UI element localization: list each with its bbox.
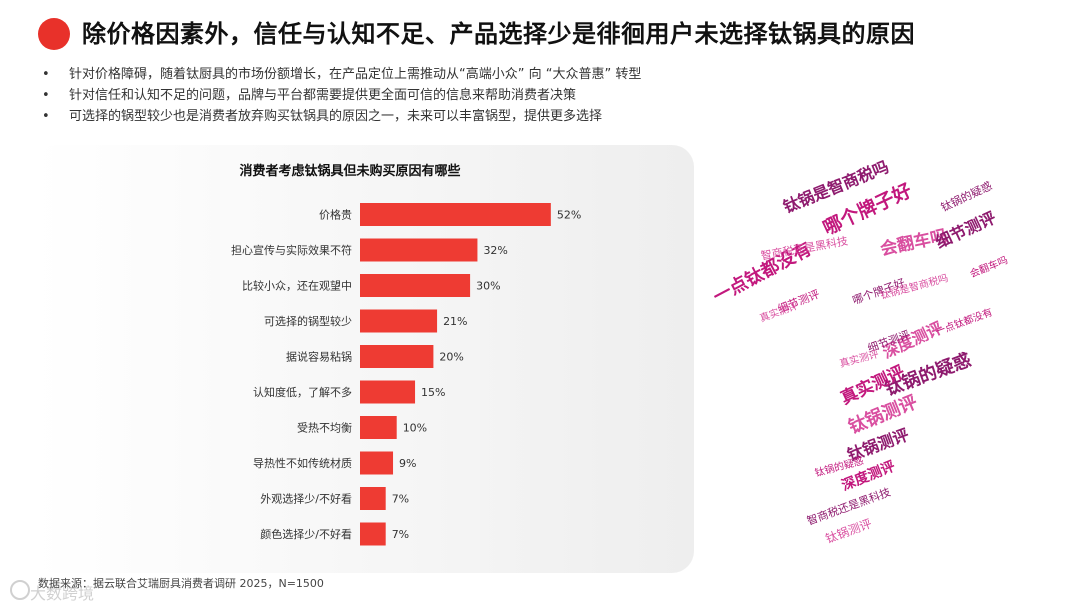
key-point: • 针对价格障碍，随着钛厨具的市场份额增长，在产品定位上需推动从“高端小众” 向 … bbox=[42, 64, 641, 85]
bar bbox=[360, 274, 471, 297]
word-cloud-word: 真实测评 bbox=[838, 347, 880, 370]
bar bbox=[360, 345, 434, 368]
category-label: 担心宣传与实际效果不符 bbox=[231, 243, 352, 257]
value-label: 10% bbox=[403, 422, 427, 435]
bar bbox=[360, 416, 397, 439]
word-cloud-word: 钛锅的疑惑 bbox=[938, 178, 994, 214]
bar bbox=[360, 451, 394, 475]
word-cloud-word: 一点钛都没有 bbox=[933, 305, 994, 338]
key-point: • 可选择的锅型较少也是消费者放弃购买钛锅具的原因之一，未来可以丰富锅型，提供更多… bbox=[42, 106, 641, 127]
bar bbox=[360, 309, 438, 333]
value-label: 20% bbox=[439, 351, 463, 364]
word-cloud-word: 细节测评 bbox=[933, 208, 999, 252]
value-label: 9% bbox=[399, 457, 416, 470]
value-label: 7% bbox=[392, 528, 409, 541]
bullet-marker: • bbox=[42, 67, 50, 82]
category-label: 可选择的锅型较少 bbox=[264, 314, 352, 328]
value-label: 15% bbox=[421, 386, 445, 399]
data-source-note: 数据来源：据云联合艾瑞厨具消费者调研 2025，N=1500 bbox=[38, 577, 324, 590]
category-label: 导热性不如传统材质 bbox=[253, 456, 352, 470]
key-point-text: 针对价格障碍，随着钛厨具的市场份额增长，在产品定位上需推动从“高端小众” 向 “… bbox=[69, 67, 642, 82]
value-label: 52% bbox=[557, 209, 581, 222]
category-label: 比较小众，还在观望中 bbox=[242, 279, 352, 293]
key-point-text: 针对信任和认知不足的问题，品牌与平台都需要提供更全面可信的信息来帮助消费者决策 bbox=[69, 88, 577, 103]
bar bbox=[360, 380, 416, 404]
value-label: 30% bbox=[476, 280, 500, 293]
watermark-icon bbox=[10, 580, 30, 600]
word-cloud: 钛锅是智商税吗哪个牌子好会翻车吗细节测评一点钛都没有深度测评钛锅的疑惑真实测评钛… bbox=[709, 157, 1010, 546]
title-dot bbox=[38, 18, 70, 50]
category-label: 颜色选择少/不好看 bbox=[260, 527, 352, 541]
value-label: 7% bbox=[392, 493, 409, 506]
category-label: 价格贵 bbox=[319, 208, 352, 222]
category-label: 受热不均衡 bbox=[297, 422, 352, 435]
key-point: • 针对信任和认知不足的问题，品牌与平台都需要提供更全面可信的信息来帮助消费者决策 bbox=[42, 85, 641, 106]
bullet-marker: • bbox=[42, 88, 50, 103]
bar bbox=[360, 487, 386, 510]
value-label: 21% bbox=[443, 315, 467, 328]
chart-title: 消费者考虑钛锅具但未购买原因有哪些 bbox=[239, 164, 461, 179]
bar bbox=[360, 522, 386, 546]
bar-chart: 价格贵 52% 担心宣传与实际效果不符 32% 比较小众，还在观望中 30% 可选择的锅型较… bbox=[231, 203, 581, 546]
watermark: 大数跨境 bbox=[30, 584, 95, 603]
value-label: 32% bbox=[483, 244, 507, 257]
page-title: 除价格因素外，信任与认知不足、产品选择少是徘徊用户未选择钛锅具的原因 bbox=[82, 20, 915, 48]
category-label: 据说容易粘锅 bbox=[286, 350, 352, 364]
bar bbox=[360, 203, 551, 226]
key-point-text: 可选择的锅型较少也是消费者放弃购买钛锅具的原因之一，未来可以丰富锅型，提供更多选… bbox=[69, 109, 603, 124]
word-cloud-word: 会翻车吗 bbox=[968, 253, 1010, 280]
key-points-list: • 针对价格障碍，随着钛厨具的市场份额增长，在产品定位上需推动从“高端小众” 向 … bbox=[42, 64, 641, 127]
category-label: 外观选择少/不好看 bbox=[260, 492, 352, 506]
bar bbox=[360, 238, 478, 262]
bullet-marker: • bbox=[42, 109, 50, 124]
category-label: 认知度低，了解不多 bbox=[253, 385, 352, 399]
